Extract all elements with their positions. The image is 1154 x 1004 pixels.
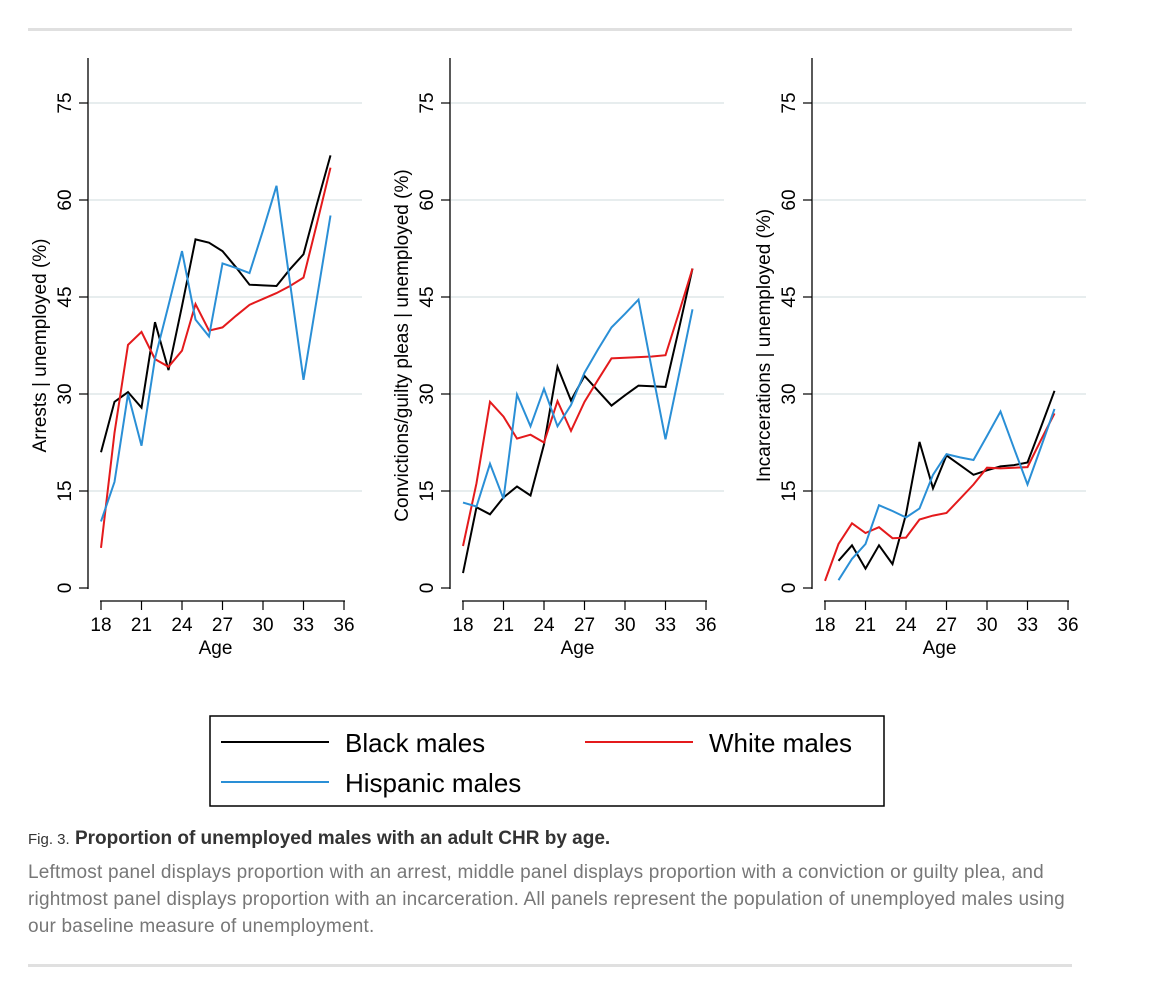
y-axis-title: Arrests | unemployed (%): [30, 238, 51, 452]
series-line-black-males: [837, 390, 1056, 571]
y-tick-label-0: 0: [55, 583, 76, 594]
x-tick-label-30: 30: [976, 615, 997, 636]
x-tick-label-30: 30: [252, 615, 273, 636]
y-tick-label-30: 30: [779, 383, 800, 404]
y-tick-label-15: 15: [417, 480, 438, 501]
figure-canvas: 0 15 30 45 60 75 18 21 24 27 30 33 36 Age Arrests | un…: [30, 58, 1086, 807]
x-tick-label-30: 30: [614, 615, 635, 636]
x-tick-label-27: 27: [574, 615, 595, 636]
legend-frame: [209, 715, 885, 807]
x-tick-label-33: 33: [655, 615, 676, 636]
x-tick-label-18: 18: [814, 615, 835, 636]
legend-label-white-males: White males: [709, 728, 852, 758]
y-tick-label-0: 0: [779, 583, 800, 594]
legend: Black males White males Hispanic males: [209, 715, 885, 807]
figure-caption: Fig. 3. Proportion of unemployed males w…: [28, 826, 1072, 940]
chart-panel-3: 0 15 30 45 60 75 18 21 24 27 30 33 36 Age Incarceratio…: [754, 58, 1086, 659]
x-tick-label-24: 24: [895, 615, 917, 636]
x-tick-label-33: 33: [1017, 615, 1038, 636]
top-divider: [28, 28, 1072, 31]
y-tick-label-30: 30: [417, 383, 438, 404]
x-tick-label-27: 27: [936, 615, 957, 636]
series-line-hispanic-males: [462, 297, 694, 508]
x-tick-label-18: 18: [90, 615, 111, 636]
y-tick-label-60: 60: [779, 189, 800, 210]
y-tick-label-45: 45: [417, 286, 438, 307]
x-tick-label-36: 36: [1057, 615, 1078, 636]
x-tick-label-18: 18: [452, 615, 473, 636]
x-tick-label-21: 21: [855, 615, 876, 636]
y-tick-label-75: 75: [417, 92, 438, 113]
y-tick-label-45: 45: [55, 286, 76, 307]
y-axis-title: Convictions/guilty pleas | unemployed (%…: [392, 169, 413, 521]
y-tick-label-45: 45: [779, 286, 800, 307]
figure-label: Fig. 3.: [28, 831, 70, 848]
series-line-white-males: [100, 167, 332, 549]
y-tick-label-75: 75: [55, 92, 76, 113]
x-axis-title: Age: [923, 638, 957, 659]
bottom-divider: [28, 964, 1072, 967]
x-tick-label-36: 36: [333, 615, 354, 636]
y-tick-label-15: 15: [779, 480, 800, 501]
chart-panel-1: 0 15 30 45 60 75 18 21 24 27 30 33 36 Age Arrests | un…: [30, 58, 362, 659]
y-tick-label-15: 15: [55, 480, 76, 501]
y-tick-label-30: 30: [55, 383, 76, 404]
chart-panels: 0 15 30 45 60 75 18 21 24 27 30 33 36 Age Arrests | un…: [30, 58, 1086, 659]
y-tick-label-60: 60: [417, 189, 438, 210]
caption-heading: Fig. 3. Proportion of unemployed males w…: [28, 826, 1072, 853]
x-tick-label-21: 21: [131, 615, 152, 636]
x-axis-title: Age: [199, 638, 233, 659]
caption-title: Proportion of unemployed males with an a…: [74, 828, 611, 849]
series-line-white-males: [824, 412, 1056, 582]
series-line-hispanic-males: [837, 408, 1056, 581]
series-line-black-males: [462, 268, 694, 574]
y-axis-title: Incarcerations | unemployed (%): [754, 209, 775, 482]
x-axis-title: Age: [561, 638, 595, 659]
legend-label-hispanic-males: Hispanic males: [345, 768, 521, 798]
y-tick-label-0: 0: [417, 583, 438, 594]
series-line-white-males: [462, 268, 694, 547]
x-tick-label-33: 33: [293, 615, 314, 636]
x-tick-label-36: 36: [695, 615, 716, 636]
series-line-black-males: [100, 155, 332, 453]
chart-panel-2: 0 15 30 45 60 75 18 21 24 27 30 33 36 Age Convictions/…: [392, 58, 724, 659]
x-tick-label-21: 21: [493, 615, 514, 636]
caption-body: Leftmost panel displays proportion with …: [28, 862, 1065, 937]
x-tick-label-24: 24: [171, 615, 193, 636]
x-tick-label-27: 27: [212, 615, 233, 636]
legend-label-black-males: Black males: [345, 728, 485, 758]
series-line-hispanic-males: [100, 185, 332, 522]
y-tick-label-60: 60: [55, 189, 76, 210]
y-tick-label-75: 75: [779, 92, 800, 113]
x-tick-label-24: 24: [533, 615, 555, 636]
